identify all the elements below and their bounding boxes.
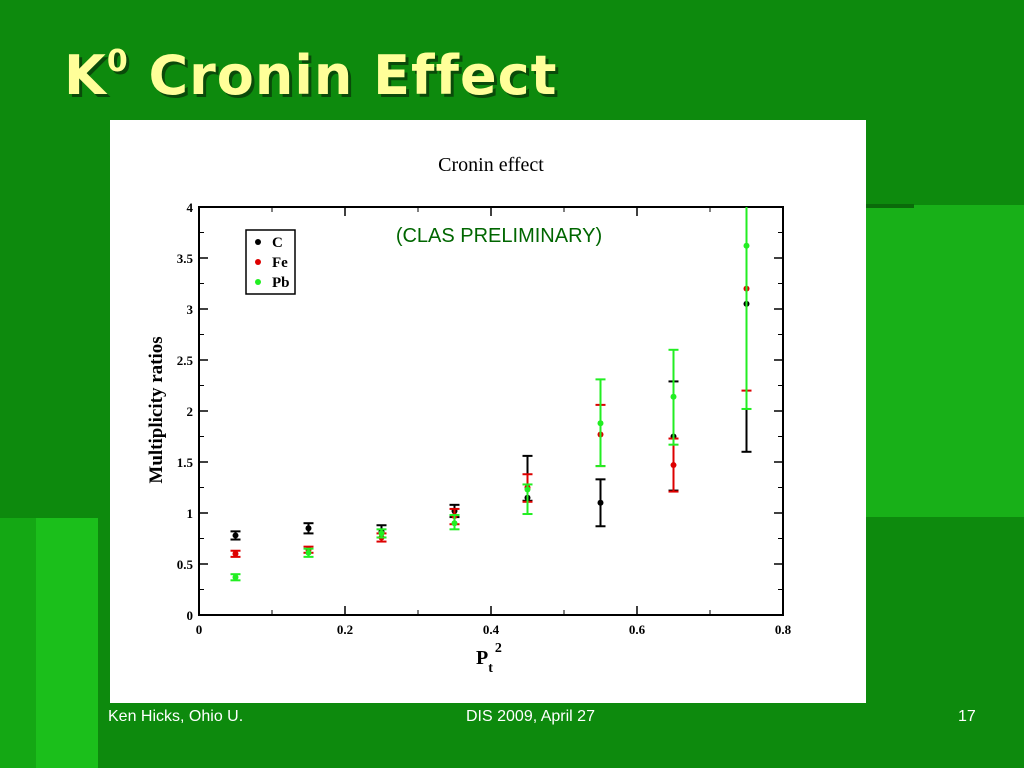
data-point: [232, 574, 239, 581]
data-point: [232, 550, 239, 557]
legend-marker: [255, 279, 261, 285]
legend: C Fe Pb: [245, 229, 296, 295]
data-point: [305, 549, 312, 556]
series-pb: [230, 207, 752, 582]
cronin-chart: Cronin effect 0 0.2 0.4 0.6 0.8 0 0.5 1 1.5 2 2.5 3…: [146, 154, 792, 676]
footer-event: DIS 2009, April 27: [466, 708, 595, 725]
x-axis-label-sub: t: [488, 661, 493, 676]
data-point: [670, 462, 677, 469]
y-tick-label: 1: [187, 506, 194, 521]
x-axis-label-sup: 2: [495, 641, 502, 656]
slide-title-rest: Cronin Effect: [128, 44, 558, 107]
x-tick-label: 0: [196, 622, 203, 637]
data-point: [451, 520, 458, 527]
background-accent-line: [866, 204, 914, 208]
data-point: [670, 393, 677, 400]
data-point: [232, 532, 239, 539]
y-tick-label: 1.5: [177, 455, 194, 470]
data-point: [597, 420, 604, 427]
data-point: [743, 242, 750, 249]
footer-author: Ken Hicks, Ohio U.: [108, 708, 244, 725]
background-band-right: [866, 205, 1024, 517]
legend-box: [245, 229, 296, 295]
plot-panel: Cronin effect 0 0.2 0.4 0.6 0.8 0 0.5 1 1.5 2 2.5 3…: [110, 120, 866, 703]
legend-label: Pb: [272, 275, 290, 291]
y-tick-label: 2: [187, 404, 194, 419]
slide-title-base: K: [64, 44, 107, 107]
data-point: [524, 486, 531, 493]
chart-annotation: (CLAS PRELIMINARY): [396, 225, 602, 247]
legend-label: Fe: [272, 255, 288, 271]
y-tick-label: 2.5: [177, 353, 194, 368]
y-tick-label: 4: [187, 200, 194, 215]
data-point: [378, 530, 385, 537]
data-point: [597, 499, 604, 506]
y-tick-label: 0.5: [177, 557, 194, 572]
x-tick-label: 0.8: [775, 622, 792, 637]
y-tick-label: 0: [187, 608, 194, 623]
legend-marker: [255, 259, 261, 265]
legend-marker: [255, 239, 261, 245]
chart-title: Cronin effect: [438, 154, 544, 176]
slide-title-superscript: 0: [106, 44, 129, 79]
footer-page-number: 17: [958, 708, 976, 725]
y-tick-label: 3.5: [177, 251, 194, 266]
x-tick-label: 0.4: [483, 622, 500, 637]
x-tick-label: 0.2: [337, 622, 353, 637]
background-band-middle: [36, 518, 98, 768]
legend-label: C: [272, 235, 283, 251]
x-axis-label-base: P: [476, 647, 488, 669]
slide-title: K0 Cronin Effect: [64, 44, 557, 107]
y-tick-label: 3: [187, 302, 194, 317]
background-band-left: [0, 518, 36, 768]
y-axis-label: Multiplicity ratios: [146, 336, 167, 483]
data-point: [305, 525, 312, 532]
x-tick-label: 0.6: [629, 622, 646, 637]
x-axis-label: Pt2: [476, 641, 502, 676]
